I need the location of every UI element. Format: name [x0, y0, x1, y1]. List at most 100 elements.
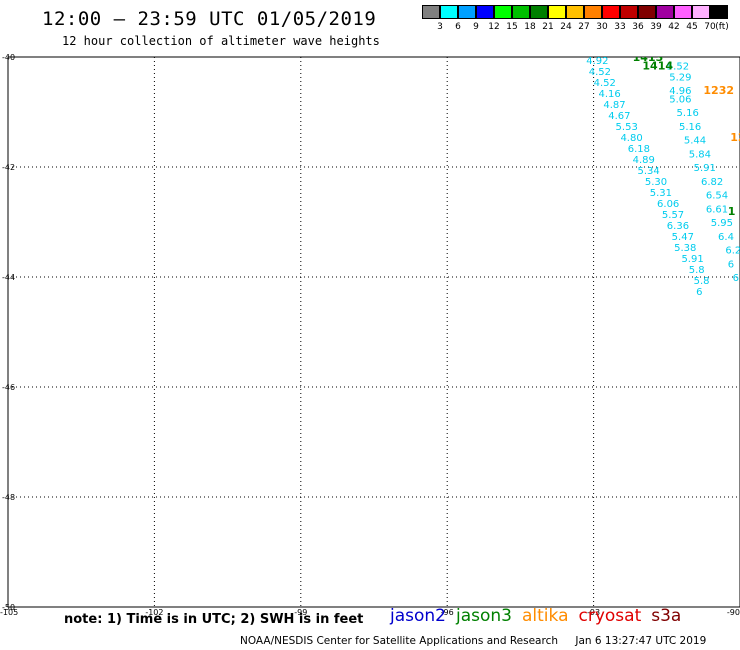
jason3-wave-height-label: 1413	[633, 51, 664, 64]
jason2-wave-height-label: 5.47	[672, 232, 694, 243]
jason2-wave-height-label: 5.8	[689, 265, 705, 276]
jason2-wave-height-label: 5.29	[669, 72, 691, 83]
jason2-wave-height-label: 6	[728, 259, 734, 270]
wave-height-labels: 4.924.524.524.164.874.675.534.806.184.89…	[586, 51, 740, 298]
jason2-wave-height-label: 5.52	[667, 61, 689, 72]
latitude-tick-label: -48	[2, 493, 15, 502]
jason2-wave-height-label: 5.57	[662, 210, 684, 221]
colorbar-swatch	[638, 5, 656, 19]
jason2-wave-height-label: 5.84	[689, 149, 711, 160]
jason2-wave-height-label: 4.67	[608, 111, 630, 122]
colorbar-swatch	[548, 5, 566, 19]
colorbar-label: 21	[542, 22, 554, 32]
colorbar-swatch	[512, 5, 530, 19]
colorbar-label: 39	[650, 22, 662, 32]
colorbar-label: 42	[668, 22, 680, 32]
jason2-wave-height-label: 4.89	[633, 155, 655, 166]
longitude-tick-label: -90	[727, 608, 740, 617]
latitude-tick-label: -40	[2, 53, 15, 62]
colorbar-label: 24	[560, 22, 572, 32]
latitude-tick-label: -44	[2, 273, 15, 282]
jason2-wave-height-label: 5.91	[694, 163, 716, 174]
jason2-wave-height-label: 5.91	[681, 254, 703, 265]
colorbar-swatch	[566, 5, 584, 19]
jason2-wave-height-label: 5.34	[638, 166, 660, 177]
footnote: note: 1) Time is in UTC; 2) SWH is in fe…	[64, 612, 364, 627]
jason2-wave-height-label: 4.16	[598, 89, 620, 100]
colorbar-swatch	[584, 5, 602, 19]
jason2-wave-height-label: 4.80	[620, 133, 642, 144]
legend-altika: altika	[522, 606, 569, 626]
jason2-wave-height-label: 5.31	[650, 188, 672, 199]
colorbar-label: 9	[473, 22, 479, 32]
colorbar-swatch	[674, 5, 692, 19]
jason2-wave-height-label: 5.16	[679, 122, 701, 133]
latitude-tick-label: -42	[2, 163, 15, 172]
page-title: 12:00 – 23:59 UTC 01/05/2019	[42, 8, 377, 30]
colorbar-label: 6	[455, 22, 461, 32]
jason2-wave-height-label: 5.44	[684, 136, 706, 147]
colorbar-unit: (ft)	[715, 22, 729, 32]
jason3-wave-height-label: 1414	[642, 59, 673, 72]
jason2-wave-height-label: 4.52	[594, 78, 616, 89]
altika-wave-height-label: 1232	[703, 84, 734, 97]
jason2-wave-height-label: 5.53	[616, 122, 638, 133]
legend-jason2: jason2	[390, 606, 446, 626]
colorbar-label: 36	[632, 22, 644, 32]
colorbar-swatch	[620, 5, 638, 19]
jason2-wave-height-label: 5.38	[674, 243, 696, 254]
colorbar-swatch	[656, 5, 674, 19]
colorbar-label: 33	[614, 22, 626, 32]
jason2-wave-height-label: 6.82	[701, 177, 723, 188]
latitude-tick-label: -50	[2, 603, 15, 612]
credit-organization: NOAA/NESDIS Center for Satellite Applica…	[240, 635, 558, 647]
jason3-wave-height-label: 1	[728, 205, 736, 218]
colorbar-swatch	[530, 5, 548, 19]
altika-wave-height-label: 12	[730, 131, 740, 144]
longitude-tick-label: -105	[0, 608, 18, 617]
jason2-wave-height-label: 6.54	[706, 191, 728, 202]
legend-s3a: s3a	[651, 606, 682, 626]
colorbar-swatch	[440, 5, 458, 19]
axis-tick-labels: -40 -42 -44 -46 -48 -50-105 -102 -99 -96 -93 -90	[0, 53, 740, 617]
jason2-wave-height-label: 6	[733, 273, 739, 284]
jason2-wave-height-label: 4.52	[589, 67, 611, 78]
colorbar-swatch	[692, 5, 710, 19]
satellite-legend: jason2 jason3 altika cryosat s3a	[390, 606, 691, 626]
colorbar-swatch	[422, 5, 440, 19]
jason2-wave-height-label: 5.06	[669, 94, 691, 105]
colorbar-label: 3	[437, 22, 443, 32]
jason2-wave-height-label: 6.4	[718, 232, 734, 243]
credit-line: NOAA/NESDIS Center for Satellite Applica…	[240, 635, 706, 647]
longitude-tick-label: -102	[145, 608, 163, 617]
colorbar-label: 45	[686, 22, 698, 32]
map-frame	[7, 56, 740, 608]
jason2-wave-height-label: 4.87	[603, 100, 625, 111]
colorbar-swatch	[458, 5, 476, 19]
jason2-wave-height-label: 4.96	[669, 86, 691, 97]
colorbar-swatch	[494, 5, 512, 19]
colorbar-label: 12	[488, 22, 500, 32]
longitude-tick-label: -96	[441, 608, 454, 617]
jason2-wave-height-label: 4.92	[586, 56, 608, 67]
page-subtitle: 12 hour collection of altimeter wave hei…	[62, 34, 380, 48]
colorbar-swatch	[476, 5, 494, 19]
jason2-wave-height-label: 6.61	[706, 204, 728, 215]
colorbar-swatch	[710, 5, 728, 19]
longitude-tick-label: -99	[294, 608, 307, 617]
legend-cryosat: cryosat	[578, 606, 642, 626]
jason2-wave-height-label: 6.06	[657, 199, 679, 210]
colorbar-label: 15	[506, 22, 518, 32]
colorbar-label: 18	[524, 22, 536, 32]
legend-jason3: jason3	[456, 606, 512, 626]
colorbar-label: 70	[704, 22, 716, 32]
jason2-wave-height-label: 6.2	[725, 246, 740, 257]
jason2-wave-height-label: 6.36	[667, 221, 689, 232]
jason2-wave-height-label: 5.30	[645, 177, 667, 188]
colorbar-swatch	[602, 5, 620, 19]
jason2-wave-height-label: 6.18	[628, 144, 650, 155]
colorbar-label: 30	[596, 22, 608, 32]
credit-timestamp: Jan 6 13:27:47 UTC 2019	[575, 635, 707, 647]
